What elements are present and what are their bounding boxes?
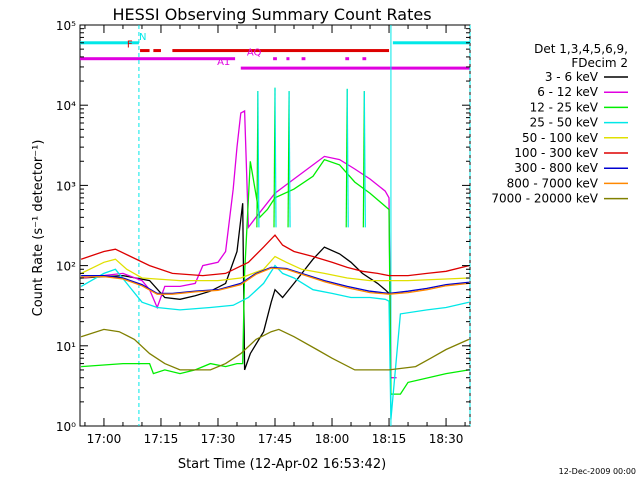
flag-label-f: F — [127, 40, 133, 51]
spike-cyan — [363, 91, 366, 228]
legend-label: 800 - 7000 keV — [507, 176, 599, 190]
flag-label-a1: A1 — [217, 57, 230, 68]
legend-label: 12 - 25 keV — [530, 100, 599, 114]
spike-cyan — [257, 91, 260, 228]
spike-cyan — [288, 91, 291, 228]
series-line-100-300-kev — [80, 234, 470, 277]
flag-label-aq: AQ — [247, 48, 262, 59]
x-tick-label: 17:15 — [144, 432, 179, 446]
y-tick-label: 10² — [56, 260, 76, 274]
footer-date: 12-Dec-2009 00:00 — [559, 467, 636, 476]
flag-bar-f-segment — [140, 49, 150, 53]
flag-label-n: N — [139, 32, 146, 43]
legend-label: 7000 - 20000 keV — [491, 192, 598, 206]
series-line-300-800-kev — [81, 266, 469, 295]
legend-label: 300 - 800 keV — [514, 161, 598, 175]
legend-label: 25 - 50 keV — [530, 116, 599, 130]
x-tick-label: 18:30 — [429, 432, 464, 446]
flag-bar-f-segment — [153, 49, 161, 53]
y-tick-label: 10⁴ — [56, 99, 76, 113]
flag-bar-aq-segment — [345, 57, 350, 61]
flag-bar-n-segment — [80, 41, 139, 45]
flag-bar-a1-segment — [240, 66, 470, 70]
legend-title-line-2: FDecim 2 — [571, 56, 628, 70]
flag-bar-n-segment — [392, 41, 470, 45]
y-axis-label: Count Rate (s⁻¹ detector⁻¹) — [31, 140, 46, 317]
y-tick-label: 10⁰ — [56, 420, 76, 434]
flag-bar-aq-segment — [301, 57, 306, 61]
series-line-50-100-kev — [80, 255, 469, 282]
x-tick-label: 17:45 — [258, 432, 293, 446]
chart-title: HESSI Observing Summary Count Rates — [112, 5, 431, 24]
y-tick-label: 10¹ — [56, 340, 76, 354]
legend-label: 100 - 300 keV — [514, 146, 598, 160]
x-tick-label: 18:00 — [315, 432, 350, 446]
x-tick-label: 18:15 — [372, 432, 407, 446]
series-line-6-12-kev — [81, 109, 397, 379]
plot-frame — [79, 24, 471, 427]
flag-bar-aq-segment — [80, 57, 236, 61]
x-tick-label: 17:00 — [87, 432, 122, 446]
legend-title-line-1: Det 1,3,4,5,6,9, — [534, 42, 628, 56]
legend-label: 6 - 12 keV — [537, 85, 599, 99]
flag-bar-aq-segment — [273, 57, 277, 61]
series-layer — [80, 87, 470, 420]
ticks-layer: 17:00 17:15 17:30 17:45 18:00 18:15 18:30 10⁰ 10… — [56, 19, 470, 446]
x-tick-label: 17:30 — [201, 432, 236, 446]
flag-bars-layer: NF AQ A1 — [80, 32, 470, 70]
flag-bar-f-segment — [172, 49, 390, 53]
series-line-12-25-kev — [81, 158, 470, 395]
x-axis-label: Start Time (12-Apr-02 16:53:42) — [178, 457, 386, 472]
series-line-800-7000-kev — [81, 267, 469, 295]
legend-label: 50 - 100 keV — [522, 131, 599, 145]
legend-label: 3 - 6 keV — [545, 70, 599, 84]
y-tick-label: 10⁵ — [56, 19, 76, 33]
y-tick-label: 10³ — [56, 179, 76, 193]
series-line-7000-20000-kev — [80, 328, 470, 371]
series-line-3-6-kev — [81, 203, 390, 371]
series-line-25-50-kev — [80, 264, 470, 420]
flag-bar-aq-segment — [286, 57, 290, 61]
flag-bar-aq-segment — [362, 57, 367, 61]
vertical-markers-layer — [138, 25, 471, 426]
plot-area: NF AQ A1 17:00 17:15 17:30 17:45 18:00 18:15 18:… — [56, 19, 471, 446]
spike-cyan — [274, 87, 277, 228]
spike-cyan — [346, 88, 349, 228]
